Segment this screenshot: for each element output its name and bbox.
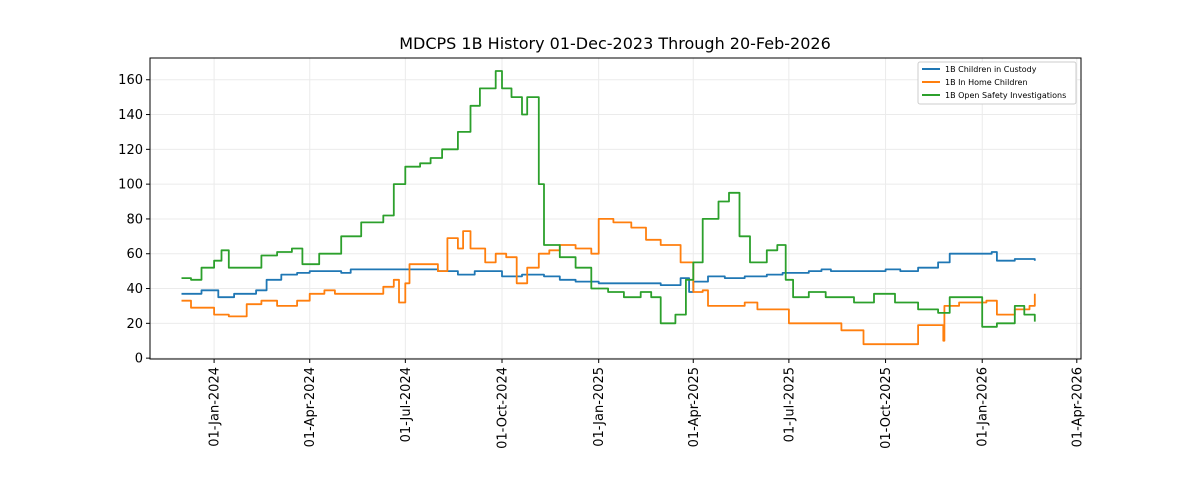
y-tick-label: 160 [118,73,143,88]
x-tick-label: 01-Apr-2025 [687,367,702,447]
x-axis: 01-Jan-2024 01-Apr-2024 01-Jul-2024 01-Oct-… [208,359,1086,449]
x-tick-label: 01-Jul-2024 [399,367,414,442]
x-tick-label: 01-Jan-2024 [208,367,223,447]
x-tick-label: 01-Jul-2025 [782,367,797,442]
legend-label: 1B Children in Custody [945,65,1037,74]
x-tick-label: 01-Apr-2024 [303,367,318,447]
x-tick-label: 01-Apr-2026 [1070,367,1085,447]
y-tick-label: 60 [126,247,143,262]
y-tick-label: 80 [126,212,143,227]
legend: 1B Children in Custody 1B In Home Childre… [918,62,1076,104]
x-tick-label: 01-Oct-2025 [879,367,894,449]
y-tick-label: 120 [118,143,143,158]
legend-label: 1B In Home Children [945,78,1028,87]
y-tick-label: 20 [126,317,143,332]
x-tick-label: 01-Oct-2024 [496,367,511,449]
y-tick-label: 140 [118,108,143,123]
chart-title: MDCPS 1B History 01-Dec-2023 Through 20-… [399,34,831,53]
y-tick-label: 0 [135,352,143,367]
legend-label: 1B Open Safety Investigations [945,91,1066,100]
y-tick-label: 100 [118,178,143,193]
x-tick-label: 01-Jan-2026 [976,367,991,447]
x-tick-label: 01-Jan-2025 [592,367,607,447]
y-tick-label: 40 [126,282,143,297]
y-axis: 0 20 40 60 80 100 120 140 160 [118,73,150,366]
